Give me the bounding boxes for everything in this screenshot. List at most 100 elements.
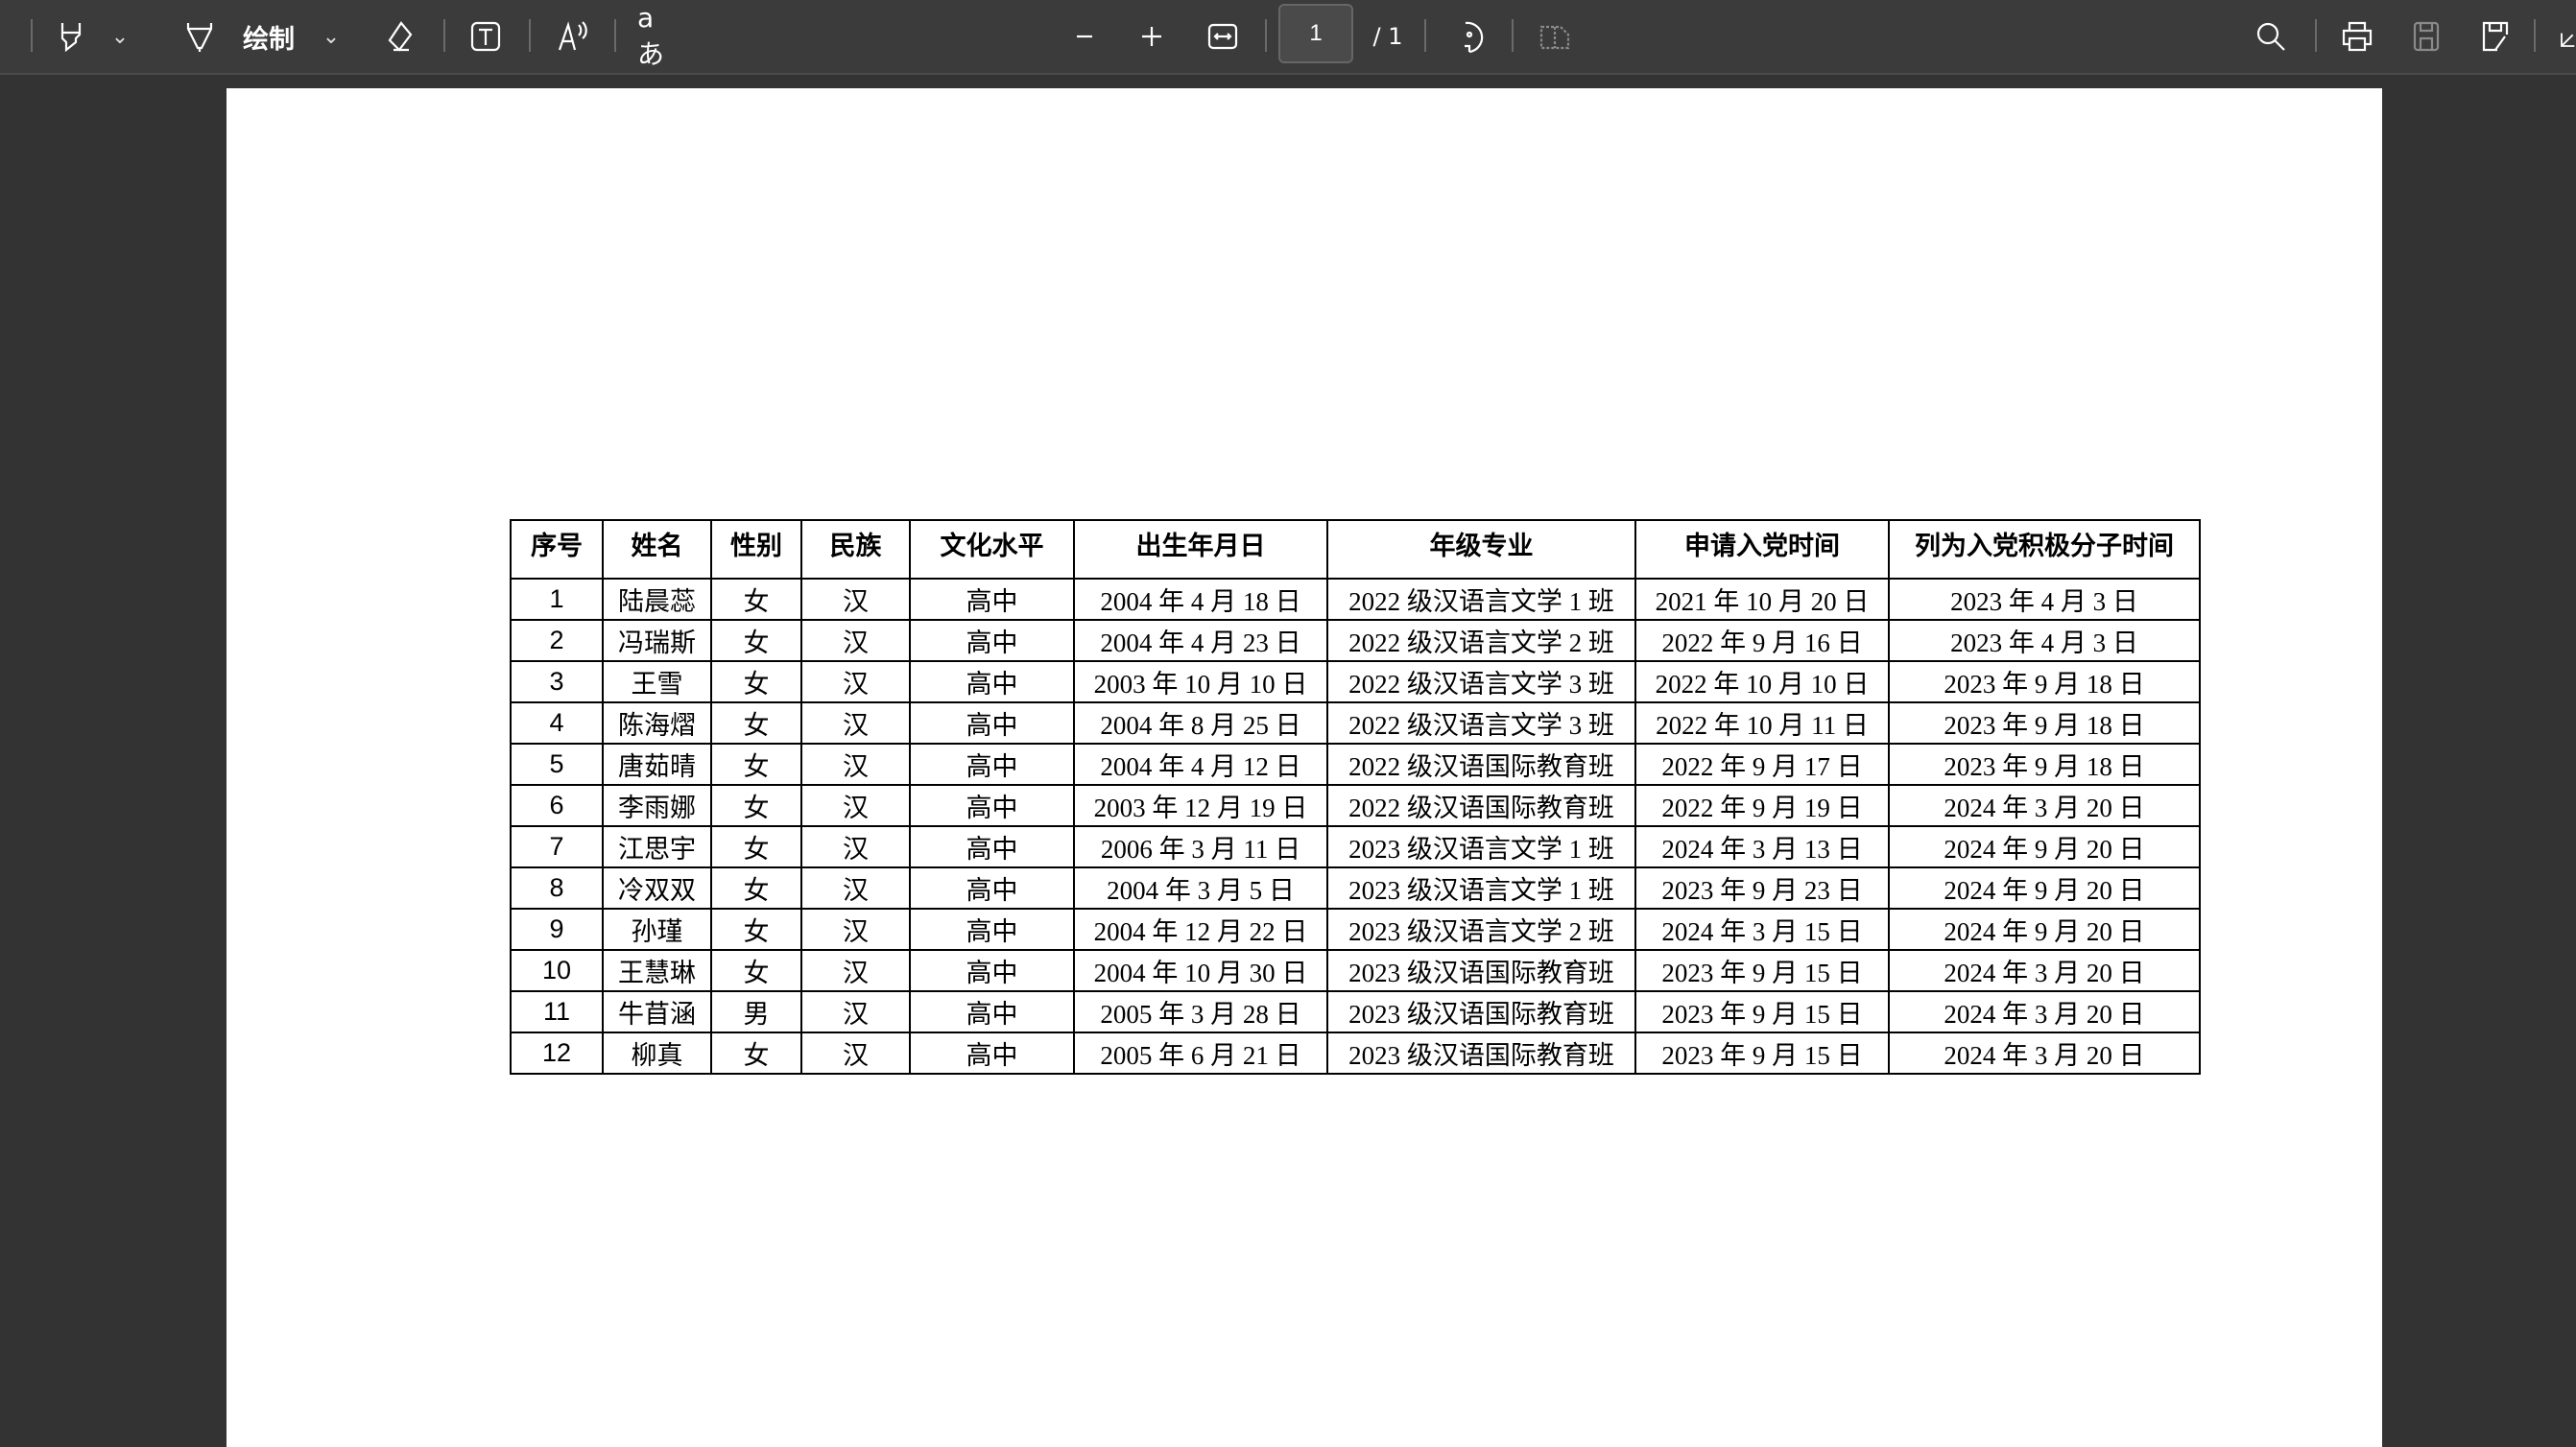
table-cell: 2006 年 3 月 11 日 (1073, 825, 1328, 868)
table-cell: 陈海熠 (602, 701, 712, 745)
translate-icon[interactable]: aあ (637, 1, 665, 70)
table-cell: 高中 (909, 784, 1075, 827)
more-icon[interactable] (2557, 15, 2576, 58)
table-cell: 2023 年 9 月 18 日 (1888, 743, 2201, 786)
page-number-input[interactable] (1278, 4, 1353, 63)
table-cell: 2004 年 10 月 30 日 (1073, 949, 1328, 992)
column-header: 列为入党积极分子时间 (1888, 519, 2201, 580)
table-cell: 6 (510, 784, 604, 827)
table-cell: 汉 (800, 701, 911, 745)
table-cell: 2004 年 4 月 23 日 (1073, 619, 1328, 662)
table-cell: 冷双双 (602, 866, 712, 910)
table-cell: 女 (710, 619, 802, 662)
table-cell: 陆晨蕊 (602, 578, 712, 621)
column-header: 性别 (710, 519, 802, 580)
table-row: 7 江思宇女汉高中 2006 年 3 月 11 日 2023 级汉语言文学 1 班 20… (510, 825, 2201, 868)
save-as-icon[interactable] (2476, 15, 2515, 58)
table-cell: 高中 (909, 825, 1075, 868)
table-cell: 2022 年 9 月 17 日 (1634, 743, 1890, 786)
table-cell: 2023 级汉语国际教育班 (1326, 949, 1636, 992)
table-cell: 2024 年 3 月 20 日 (1888, 990, 2201, 1033)
table-row: 6 李雨娜女汉高中 2003 年 12 月 19 日 2022 级汉语国际教育班 202… (510, 784, 2201, 827)
table-cell: 2023 级汉语国际教育班 (1326, 990, 1636, 1033)
menu-icon[interactable] (0, 15, 6, 58)
table-cell: 唐茹晴 (602, 743, 712, 786)
table-cell: 女 (710, 825, 802, 868)
divider (1265, 19, 1267, 52)
table-cell: 2003 年 12 月 19 日 (1073, 784, 1328, 827)
divider (31, 19, 33, 52)
zoom-out-icon[interactable] (1065, 15, 1104, 58)
table-cell: 女 (710, 578, 802, 621)
table-cell: 11 (510, 990, 604, 1033)
print-icon[interactable] (2338, 15, 2376, 58)
table-cell: 高中 (909, 990, 1075, 1033)
chevron-down-icon[interactable]: ⌄ (110, 24, 130, 49)
table-cell: 10 (510, 949, 604, 992)
table-cell: 汉 (800, 743, 911, 786)
table-cell: 王慧琳 (602, 949, 712, 992)
table-cell: 江思宇 (602, 825, 712, 868)
table-cell: 汉 (800, 990, 911, 1033)
table-row: 1 陆晨蕊女汉高中 2004 年 4 月 18 日 2022 级汉语言文学 1 班 20… (510, 578, 2201, 621)
table-cell: 汉 (800, 949, 911, 992)
table-cell: 牛苜涵 (602, 990, 712, 1033)
table-cell: 高中 (909, 578, 1075, 621)
divider (614, 19, 616, 52)
table-row: 2 冯瑞斯女汉高中 2004 年 4 月 23 日 2022 级汉语言文学 2 班 20… (510, 619, 2201, 662)
table-header-row: 序号 姓名 性别 民族 文化水平 出生年月日 年级专业 申请入党时间 列为入党积极分子时间 (510, 519, 2201, 580)
column-header: 民族 (800, 519, 911, 580)
read-aloud-icon[interactable] (553, 15, 593, 58)
table-row: 8 冷双双女汉高中 2004 年 3 月 5 日 2023 级汉语言文学 1 班 202… (510, 866, 2201, 910)
chevron-down-icon[interactable]: ⌄ (322, 24, 341, 49)
draw-label[interactable]: 绘制 (243, 24, 295, 55)
table-cell: 女 (710, 701, 802, 745)
table-cell: 汉 (800, 866, 911, 910)
table-cell: 2022 级汉语言文学 3 班 (1326, 660, 1636, 703)
table-cell: 2024 年 9 月 20 日 (1888, 866, 2201, 910)
table-cell: 李雨娜 (602, 784, 712, 827)
draw-icon[interactable] (180, 15, 219, 58)
table-cell: 男 (710, 990, 802, 1033)
table-cell: 高中 (909, 619, 1075, 662)
column-header: 出生年月日 (1073, 519, 1328, 580)
eraser-icon[interactable] (380, 15, 418, 58)
table-cell: 5 (510, 743, 604, 786)
table-cell: 4 (510, 701, 604, 745)
table-cell: 2022 级汉语言文学 3 班 (1326, 701, 1636, 745)
rotate-icon[interactable] (1449, 15, 1490, 58)
text-box-icon[interactable] (466, 15, 505, 58)
table-cell: 2024 年 3 月 20 日 (1888, 949, 2201, 992)
table-cell: 2022 级汉语国际教育班 (1326, 784, 1636, 827)
search-icon[interactable] (2252, 15, 2290, 58)
table-cell: 高中 (909, 701, 1075, 745)
table-cell: 2022 年 9 月 16 日 (1634, 619, 1890, 662)
table-cell: 2023 级汉语国际教育班 (1326, 1032, 1636, 1075)
fit-width-icon[interactable] (1204, 15, 1242, 58)
page-total: / 1 (1372, 23, 1403, 50)
table-cell: 2004 年 12 月 22 日 (1073, 908, 1328, 951)
table-cell: 2022 级汉语国际教育班 (1326, 743, 1636, 786)
table-row: 10 王慧琳女汉高中 2004 年 10 月 30 日 2023 级汉语国际教育班 20… (510, 949, 2201, 992)
zoom-in-icon[interactable] (1133, 15, 1171, 58)
table-cell: 2023 年 9 月 15 日 (1634, 1032, 1890, 1075)
table-cell: 女 (710, 908, 802, 951)
table-cell: 2004 年 8 月 25 日 (1073, 701, 1328, 745)
table-cell: 女 (710, 866, 802, 910)
save-icon[interactable] (2407, 15, 2445, 58)
highlighter-icon[interactable] (52, 15, 90, 58)
column-header: 文化水平 (909, 519, 1075, 580)
divider (1512, 19, 1514, 52)
table-cell: 2023 年 9 月 15 日 (1634, 949, 1890, 992)
table-cell: 2023 年 9 月 15 日 (1634, 990, 1890, 1033)
table-cell: 2024 年 9 月 20 日 (1888, 908, 2201, 951)
table-cell: 2005 年 6 月 21 日 (1073, 1032, 1328, 1075)
table-cell: 2022 级汉语言文学 1 班 (1326, 578, 1636, 621)
table-cell: 2023 年 4 月 3 日 (1888, 578, 2201, 621)
table-cell: 2024 年 3 月 15 日 (1634, 908, 1890, 951)
table-cell: 12 (510, 1032, 604, 1075)
table-cell: 2004 年 4 月 18 日 (1073, 578, 1328, 621)
table-cell: 7 (510, 825, 604, 868)
two-page-icon[interactable] (1536, 15, 1574, 58)
